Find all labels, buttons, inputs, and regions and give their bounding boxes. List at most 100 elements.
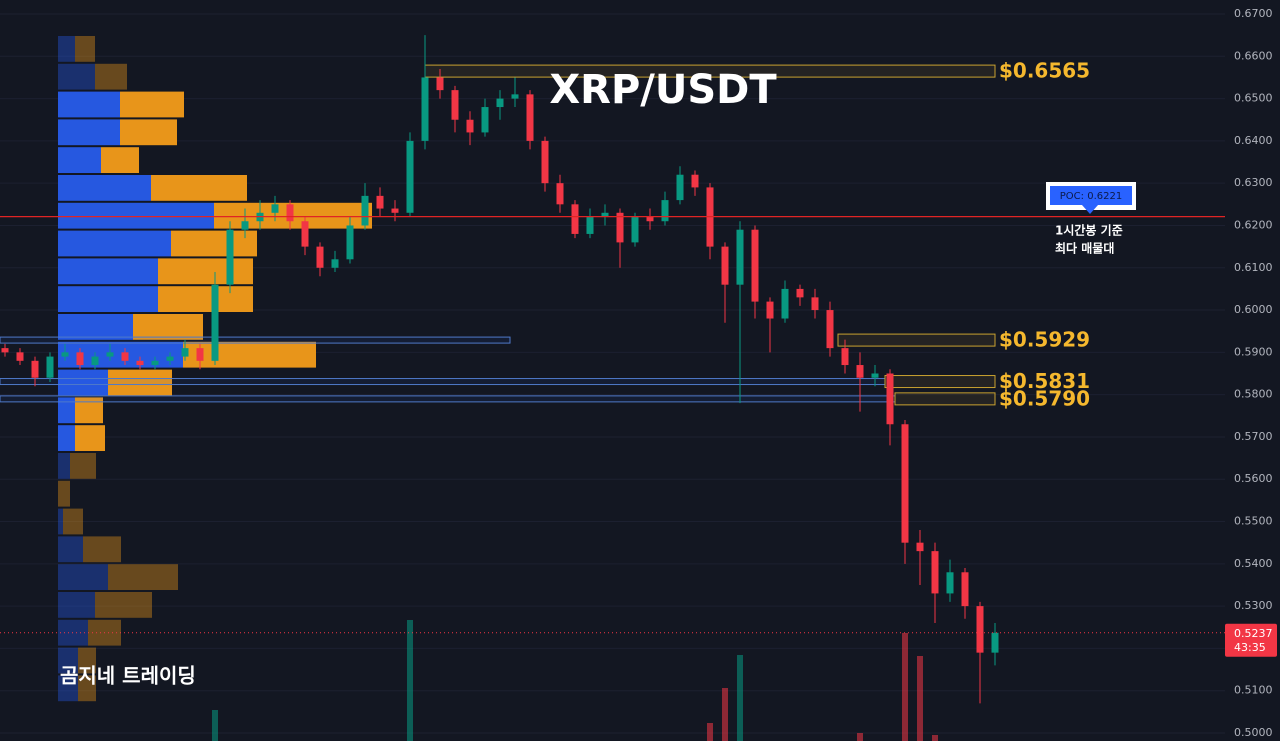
candle-body — [736, 229, 744, 285]
y-tick-label: 0.6300 — [1234, 176, 1273, 189]
y-tick-label: 0.5500 — [1234, 515, 1273, 528]
profile-sell — [63, 508, 83, 535]
candle-body — [16, 352, 24, 361]
profile-buy — [58, 564, 108, 590]
candle-body — [46, 356, 54, 378]
candle-body — [91, 356, 99, 366]
y-tick-label: 0.5400 — [1234, 557, 1273, 570]
candle-body — [211, 284, 219, 361]
level-box — [837, 333, 996, 347]
candle-body — [436, 77, 444, 91]
candle-body — [376, 195, 384, 209]
y-tick-label: 0.6700 — [1234, 7, 1273, 20]
candle-body — [496, 98, 504, 108]
candle-body — [241, 221, 249, 230]
profile-buy — [58, 258, 158, 285]
profile-buy — [58, 91, 120, 118]
candle-body — [316, 246, 324, 268]
volume-bar — [707, 723, 713, 741]
candle-body — [271, 204, 279, 213]
candle-body — [781, 288, 789, 319]
y-tick-label: 0.6000 — [1234, 303, 1273, 316]
candle-body — [181, 348, 189, 357]
candle-body — [871, 373, 879, 378]
candle-body — [811, 297, 819, 311]
chart-title: XRP/USDT — [549, 67, 777, 113]
candle-body — [901, 424, 909, 543]
profile-buy — [58, 286, 158, 312]
volume-bar — [857, 733, 863, 741]
support-zone — [0, 395, 896, 403]
profile-sell — [75, 36, 95, 62]
candle-body — [286, 204, 294, 222]
y-tick-label: 0.5900 — [1234, 345, 1273, 358]
profile-buy — [58, 119, 120, 146]
candle-body — [751, 229, 759, 302]
level-box — [884, 375, 996, 389]
poc-label: POC: 0.6221 — [1060, 191, 1122, 202]
current-price-label: 0.5237 — [1234, 627, 1273, 640]
profile-buy — [58, 63, 95, 90]
candle-body — [556, 183, 564, 205]
level-label: $0.6565 — [999, 59, 1090, 83]
profile-sell — [120, 91, 184, 118]
profile-buy — [58, 508, 63, 535]
profile-buy — [58, 592, 95, 618]
candle-body — [766, 301, 774, 319]
profile-sell — [158, 286, 253, 312]
profile-sell — [70, 453, 96, 479]
candle-body — [946, 572, 954, 594]
y-tick-label: 0.6500 — [1234, 92, 1273, 105]
profile-buy — [58, 36, 75, 62]
level-label: $0.5929 — [999, 328, 1090, 352]
profile-buy — [58, 675, 78, 702]
volume-bar — [407, 620, 413, 741]
profile-sell — [95, 592, 152, 618]
profile-sell — [108, 564, 178, 590]
candle-body — [646, 217, 654, 222]
profile-sell — [120, 119, 177, 146]
candle-body — [541, 140, 549, 184]
volume-bar — [932, 735, 938, 741]
profile-buy — [58, 147, 101, 173]
candle-body — [301, 221, 309, 247]
candle-body — [571, 204, 579, 234]
candle-body — [841, 348, 849, 366]
profile-buy — [58, 453, 70, 479]
candle-body — [961, 572, 969, 607]
y-tick-label: 0.6200 — [1234, 218, 1273, 231]
candle-body — [661, 200, 669, 222]
candle-body — [976, 606, 984, 653]
profile-sell — [58, 480, 70, 507]
candle-body — [526, 94, 534, 141]
profile-sell — [75, 425, 105, 451]
candle-body — [196, 348, 204, 361]
profile-sell — [78, 647, 96, 674]
candle-body — [151, 360, 159, 366]
y-tick-label: 0.5700 — [1234, 430, 1273, 443]
watermark: 곰지네 트레이딩 — [60, 664, 196, 688]
candle-body — [916, 542, 924, 552]
candle-body — [796, 288, 804, 298]
volume-bar — [212, 710, 218, 741]
volume-bar — [917, 656, 923, 741]
y-tick-label: 0.6400 — [1234, 134, 1273, 147]
candle-body — [106, 352, 114, 357]
poc-box — [1050, 186, 1132, 205]
level-box — [894, 392, 996, 406]
y-tick-label: 0.6600 — [1234, 49, 1273, 62]
poc-pointer — [1082, 205, 1098, 214]
y-tick-label: 0.5600 — [1234, 472, 1273, 485]
support-zone — [0, 336, 511, 344]
candle-body — [61, 352, 69, 357]
profile-sell — [101, 147, 139, 173]
candle-body — [226, 229, 234, 285]
candle-body — [931, 551, 939, 594]
candle-body — [421, 77, 429, 141]
profile-sell — [83, 536, 121, 563]
poc-note: 최다 매물대 — [1055, 241, 1114, 256]
profile-buy — [58, 314, 133, 340]
y-tick-label: 0.5100 — [1234, 684, 1273, 697]
